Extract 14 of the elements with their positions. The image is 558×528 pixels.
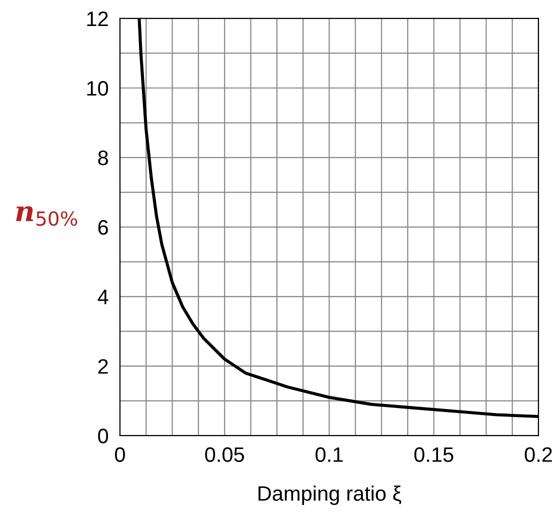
y-tick-label: 2 <box>98 359 108 374</box>
y-axis-title: n$_{50%}$ <box>16 206 78 226</box>
x-tick-label: 0 <box>114 447 125 462</box>
y-tick-label: 6 <box>98 220 108 235</box>
x-tick-label: 0.15 <box>414 447 454 462</box>
x-tick-label: 0.1 <box>316 447 343 462</box>
x-axis-title: Damping ratio ξ <box>258 486 402 505</box>
y-tick-label: 10 <box>87 81 108 96</box>
y-tick-label: 12 <box>87 11 108 26</box>
y-tick-label: 8 <box>98 150 108 166</box>
y-tick-label: 0 <box>98 428 108 444</box>
y-tick-label: 4 <box>98 290 108 304</box>
x-tick-label: 0.2 <box>524 447 552 462</box>
x-tick-label: 0.05 <box>205 447 244 462</box>
